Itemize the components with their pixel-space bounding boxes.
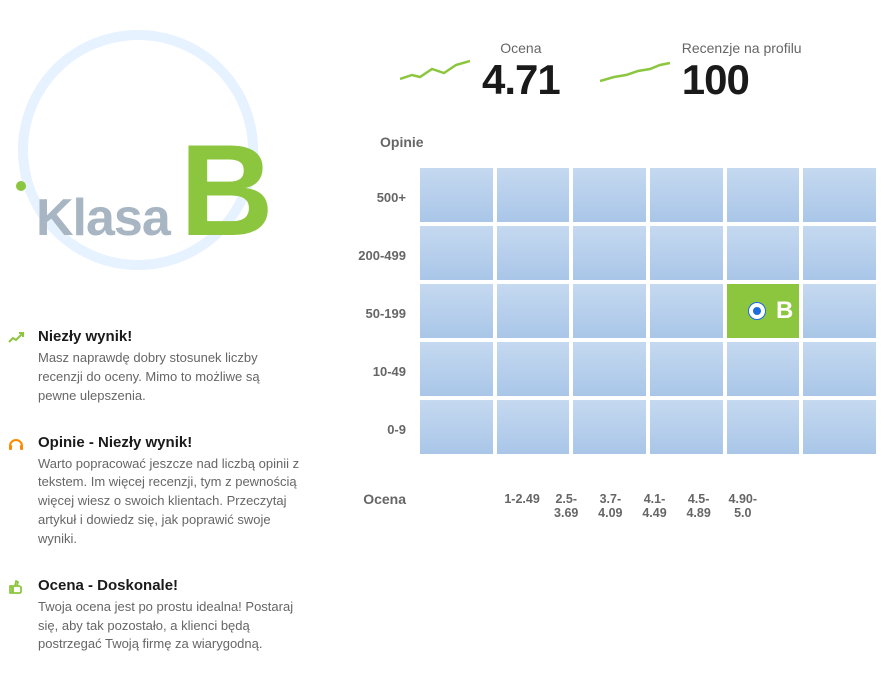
- heatmap-cell: [727, 342, 800, 396]
- heatmap-y-label: 200-499: [340, 226, 420, 284]
- heatmap-row: [420, 400, 876, 454]
- tip-body: Ocena - Doskonale! Twoja ocena jest po pr…: [38, 577, 300, 655]
- klasa-badge: Klasa B: [16, 138, 320, 248]
- heatmap-x-label: 2.5-3.69: [544, 492, 588, 520]
- heatmap-x-title: Ocena: [340, 491, 406, 507]
- heatmap-cell: [420, 400, 493, 454]
- heatmap-x-label: 3.7-4.09: [588, 492, 632, 520]
- heatmap-y-title: Opinie: [380, 134, 876, 150]
- heatmap-cells: B: [420, 168, 876, 458]
- heatmap-cell: [420, 226, 493, 280]
- heatmap-row: [420, 342, 876, 396]
- heatmap-cell: [803, 400, 876, 454]
- tips-list: Niezły wynik! Masz naprawdę dobry stosune…: [8, 328, 320, 654]
- heatmap-cell: [727, 226, 800, 280]
- heatmap-cell: [420, 284, 493, 338]
- thumb-up-icon: [8, 579, 30, 655]
- heatmap-x-label: 4.90-5.0: [721, 492, 765, 520]
- heatmap-cell: B: [727, 284, 800, 338]
- stat-recenzje-label: Recenzje na profilu: [682, 40, 802, 56]
- heatmap-cell: [803, 168, 876, 222]
- heatmap-cell: [650, 168, 723, 222]
- right-column: Ocena 4.71 Recenzje na profilu 100 Opini…: [340, 0, 896, 687]
- heatmap-x-label: 4.5-4.89: [677, 492, 721, 520]
- heatmap-cell: [650, 400, 723, 454]
- klasa-label: Klasa: [36, 188, 170, 248]
- klasa-letter: B: [180, 138, 270, 242]
- tip-title: Opinie - Niezły wynik!: [38, 434, 300, 451]
- tip-item: Opinie - Niezły wynik! Warto popracować j…: [8, 434, 320, 549]
- heatmap-x-row: Ocena 1-2.492.5-3.693.7-4.094.1-4.494.5-…: [340, 478, 876, 520]
- stat-ocena-label: Ocena: [482, 40, 560, 56]
- heatmap-y-label: 10-49: [340, 342, 420, 400]
- heatmap-cell: [573, 168, 646, 222]
- heatmap-marker-letter: B: [776, 297, 793, 325]
- heatmap-cell: [497, 226, 570, 280]
- heatmap-x-label: 4.1-4.49: [632, 492, 676, 520]
- heatmap-y-label: 50-199: [340, 284, 420, 342]
- heatmap-y-labels: 500+200-49950-19910-490-9: [340, 168, 420, 458]
- heatmap-cell: [497, 168, 570, 222]
- heatmap-cell: [727, 168, 800, 222]
- heatmap-y-label: 0-9: [340, 400, 420, 458]
- tip-title: Ocena - Doskonale!: [38, 577, 300, 594]
- klasa-dot-icon: [16, 181, 26, 191]
- heatmap-row: B: [420, 284, 876, 338]
- stat-recenzje: Recenzje na profilu 100: [600, 40, 802, 104]
- heatmap-marker-icon: [749, 303, 765, 319]
- heatmap-cell: [573, 226, 646, 280]
- tip-item: Niezły wynik! Masz naprawdę dobry stosune…: [8, 328, 320, 406]
- heatmap-cell: [573, 400, 646, 454]
- heatmap-cell: [803, 284, 876, 338]
- stat-ocena-value: 4.71: [482, 56, 560, 104]
- tip-body: Niezły wynik! Masz naprawdę dobry stosune…: [38, 328, 300, 406]
- headphones-icon: [8, 436, 30, 549]
- sparkline-ocena-icon: [400, 57, 470, 87]
- tip-item: Ocena - Doskonale! Twoja ocena jest po pr…: [8, 577, 320, 655]
- stat-recenzje-text: Recenzje na profilu 100: [682, 40, 802, 104]
- tip-body: Opinie - Niezły wynik! Warto popracować j…: [38, 434, 300, 549]
- tip-desc: Twoja ocena jest po prostu idealna! Post…: [38, 598, 300, 655]
- heatmap-x-labels: 1-2.492.5-3.693.7-4.094.1-4.494.5-4.894.…: [500, 492, 765, 520]
- heatmap-cell: [650, 226, 723, 280]
- heatmap-cell: [420, 342, 493, 396]
- heatmap-cell: [420, 168, 493, 222]
- heatmap-y-label: 500+: [340, 168, 420, 226]
- heatmap-row: [420, 226, 876, 280]
- heatmap-cell: [803, 226, 876, 280]
- heatmap-cell: [727, 400, 800, 454]
- heatmap-cell: [497, 342, 570, 396]
- stats-row: Ocena 4.71 Recenzje na profilu 100: [340, 40, 876, 104]
- tip-title: Niezły wynik!: [38, 328, 300, 345]
- heatmap-cell: [803, 342, 876, 396]
- heatmap-cell: [650, 284, 723, 338]
- left-column: Klasa B Niezły wynik! Masz naprawdę dobry…: [0, 0, 340, 687]
- heatmap-row: [420, 168, 876, 222]
- stat-ocena: Ocena 4.71: [400, 40, 560, 104]
- heatmap-cell: [497, 400, 570, 454]
- heatmap-cell: [497, 284, 570, 338]
- sparkline-recenzje-icon: [600, 57, 670, 87]
- dashboard-container: Klasa B Niezły wynik! Masz naprawdę dobry…: [0, 0, 896, 687]
- heatmap-grid: 500+200-49950-19910-490-9 B: [340, 168, 876, 458]
- tip-desc: Masz naprawdę dobry stosunek liczby rece…: [38, 349, 300, 406]
- heatmap-cell: [650, 342, 723, 396]
- stat-ocena-text: Ocena 4.71: [482, 40, 560, 104]
- heatmap-cell: [573, 342, 646, 396]
- trend-up-icon: [8, 330, 30, 406]
- stat-recenzje-value: 100: [682, 56, 802, 104]
- tip-desc: Warto popracować jeszcze nad liczbą opin…: [38, 455, 300, 549]
- heatmap: Opinie 500+200-49950-19910-490-9 B Ocena…: [340, 134, 876, 520]
- heatmap-cell: [573, 284, 646, 338]
- heatmap-x-label: 1-2.49: [500, 492, 544, 520]
